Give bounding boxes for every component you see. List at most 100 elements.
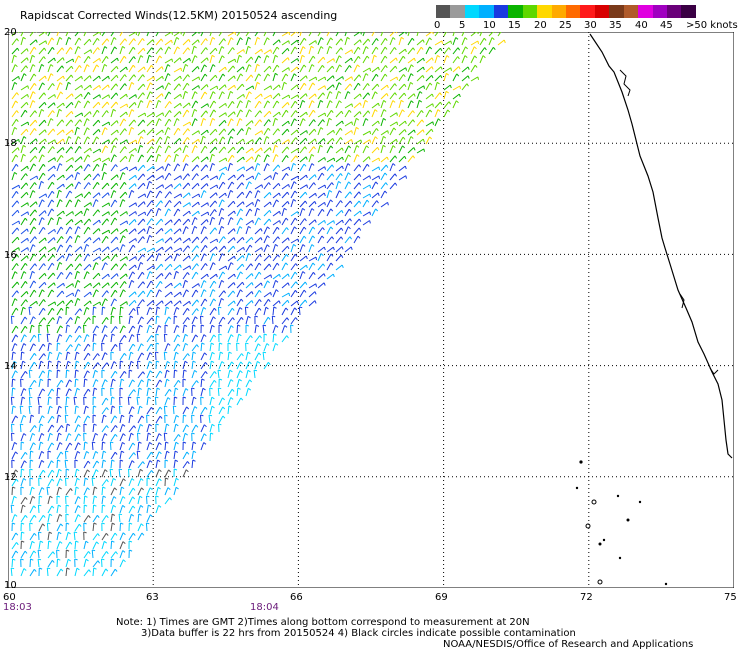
wind-barb	[155, 228, 163, 235]
wind-barb-flag	[93, 333, 97, 336]
wind-barb-flag	[115, 101, 119, 105]
wind-barb-flag	[320, 46, 324, 49]
wind-barb	[29, 55, 33, 64]
wind-barb-flag	[179, 111, 182, 115]
wind-barb-flag	[239, 307, 243, 310]
wind-barb-flag	[297, 176, 299, 180]
wind-barb-flag	[284, 325, 288, 328]
wind-barb	[263, 85, 272, 91]
wind-barb-flag	[98, 228, 101, 232]
wind-barb	[254, 237, 262, 244]
wind-barb	[92, 119, 99, 127]
wind-barb-flag	[413, 129, 416, 133]
wind-barb	[56, 82, 61, 91]
wind-barb-flag	[84, 441, 88, 444]
wind-barb	[245, 120, 253, 127]
wind-barb-flag	[108, 139, 110, 143]
wind-barb	[263, 291, 271, 298]
wind-barb-flag	[158, 253, 162, 256]
wind-barb	[155, 487, 159, 496]
wind-barb-flag	[177, 127, 181, 131]
wind-barb-flag	[151, 406, 154, 411]
wind-barb	[29, 253, 35, 262]
wind-barb-flag	[161, 76, 164, 80]
wind-barb	[47, 139, 56, 145]
wind-barb-flag	[27, 211, 29, 215]
wind-barb-flag	[133, 74, 137, 78]
wind-barb-flag	[157, 459, 161, 463]
wind-barb	[20, 37, 24, 46]
wind-barb	[29, 217, 35, 226]
wind-barb-flag	[304, 281, 308, 285]
wind-barb	[101, 229, 110, 235]
wind-barb	[47, 246, 55, 253]
wind-barb-flag	[80, 156, 83, 160]
wind-barb-flag	[107, 273, 110, 278]
wind-barb-flag	[248, 361, 252, 365]
wind-barb-flag	[72, 157, 74, 161]
wind-barb-flag	[152, 138, 155, 142]
wind-barb-flag	[346, 36, 351, 40]
wind-barb-flag	[360, 32, 362, 35]
wind-barb-flag	[258, 307, 262, 311]
wind-barb-flag	[83, 531, 87, 534]
wind-barb-flag	[233, 210, 236, 214]
wind-barb-flag	[12, 351, 16, 354]
wind-barb	[236, 93, 244, 100]
wind-barb-flag	[14, 343, 18, 346]
wind-barb-flag	[305, 255, 308, 260]
wind-barb	[299, 244, 304, 253]
wind-barb-flag	[49, 432, 53, 436]
wind-barb-flag	[53, 282, 56, 286]
wind-barb-flag	[93, 522, 97, 525]
wind-barb-flag	[15, 469, 19, 473]
wind-barb	[371, 38, 377, 46]
wind-barb	[245, 291, 253, 298]
wind-barb	[92, 219, 100, 226]
wind-barb-flag	[349, 83, 353, 87]
wind-barb	[371, 46, 377, 55]
wind-barb-flag	[191, 414, 195, 417]
wind-barb-flag	[164, 414, 168, 417]
wind-barb	[73, 531, 76, 541]
wind-barb	[299, 174, 307, 181]
wind-barb	[119, 315, 121, 325]
time-label-mid: 18:04	[250, 602, 279, 613]
wind-barb	[245, 300, 253, 307]
wind-barb	[164, 307, 167, 316]
wind-barb	[164, 58, 173, 64]
wind-barb	[101, 121, 110, 127]
wind-barb-flag	[74, 531, 78, 534]
wind-barb	[20, 515, 26, 523]
wind-barb-flag	[57, 459, 61, 462]
wind-barb	[101, 202, 110, 208]
wind-barb	[110, 37, 115, 46]
wind-barb-flag	[195, 334, 199, 338]
wind-barb	[335, 76, 343, 82]
wind-barb-flag	[315, 77, 317, 81]
wind-barb-flag	[159, 55, 163, 59]
wind-barb	[146, 317, 153, 325]
wind-barb	[209, 85, 218, 91]
wind-barb	[218, 199, 223, 208]
wind-barb-flag	[42, 145, 46, 149]
wind-barb	[155, 66, 163, 73]
wind-barb-flag	[206, 174, 209, 179]
wind-barb	[155, 175, 163, 181]
wind-barb-flag	[266, 343, 270, 346]
wind-barb-flag	[97, 353, 100, 357]
wind-barb	[308, 128, 315, 136]
wind-barb-flag	[102, 486, 106, 489]
wind-barb-flag	[212, 37, 216, 40]
wind-barb-flag	[224, 66, 227, 71]
wind-barb-flag	[386, 84, 389, 89]
wind-barb-flag	[293, 73, 297, 77]
wind-barb-flag	[132, 532, 136, 536]
wind-barb-flag	[160, 38, 164, 42]
wind-barb-flag	[294, 118, 297, 122]
wind-barb-flag	[106, 479, 109, 483]
wind-barb	[83, 56, 89, 64]
wind-barb-flag	[99, 32, 101, 35]
wind-barb-flag	[122, 244, 126, 247]
wind-barb	[326, 157, 335, 163]
